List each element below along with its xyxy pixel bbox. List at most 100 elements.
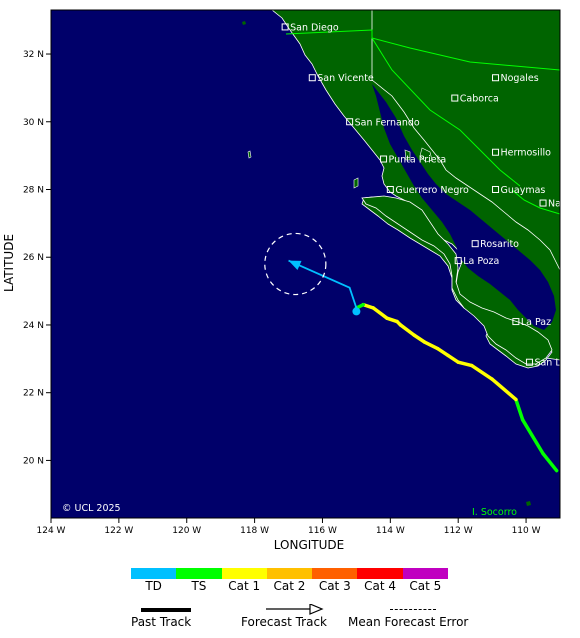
past-track bbox=[352, 302, 559, 473]
past-track-segment bbox=[456, 360, 474, 368]
forecast-arrow-icon bbox=[266, 604, 324, 615]
x-tick-label: 110 W bbox=[512, 526, 541, 536]
past-track-segment bbox=[520, 418, 545, 456]
scale-label: Cat 5 bbox=[409, 579, 442, 593]
y-tick-label: 28 N bbox=[23, 185, 44, 195]
socorro-label: I. Socorro bbox=[472, 507, 517, 518]
intensity-scale-labels: TD TS Cat 1 Cat 2 Cat 3 Cat 4 Cat 5 bbox=[131, 579, 448, 593]
city-label: Navojoa bbox=[548, 199, 580, 210]
past-track-segment bbox=[470, 363, 494, 381]
current-position-marker bbox=[352, 307, 361, 316]
y-axis-title: LATITUDE bbox=[2, 234, 16, 292]
us-mexico-border bbox=[285, 29, 560, 71]
past-track-segment bbox=[514, 397, 525, 422]
scale-label: Cat 3 bbox=[318, 579, 351, 593]
x-tick-label: 118 W bbox=[240, 526, 269, 536]
intensity-scale bbox=[131, 568, 448, 579]
city-label: San Vicente bbox=[317, 73, 374, 84]
past-track-line-icon bbox=[141, 608, 191, 612]
past-track-label: Past Track bbox=[131, 615, 192, 629]
past-track-segment bbox=[541, 451, 559, 473]
legend: TD TS Cat 1 Cat 2 Cat 3 Cat 4 Cat 5 Past Track… bbox=[0, 560, 580, 638]
forecast-track-line bbox=[288, 259, 358, 309]
city-marker bbox=[525, 358, 533, 366]
scale-label: Cat 2 bbox=[273, 579, 306, 593]
scale-swatch bbox=[221, 568, 267, 579]
scale-swatch bbox=[402, 568, 448, 579]
city-label: Hermosillo bbox=[501, 148, 552, 159]
forecast-track-label: Forecast Track bbox=[241, 615, 327, 629]
forecast-track-key: Forecast Track bbox=[241, 604, 341, 634]
plot-frame bbox=[50, 9, 561, 519]
past-track-segment bbox=[412, 333, 427, 344]
city-label: Rosarito bbox=[480, 239, 519, 250]
error-key: Mean Forecast Error bbox=[348, 606, 480, 634]
city-marker bbox=[380, 155, 388, 163]
past-track-segment bbox=[371, 306, 389, 320]
scale-label: TD bbox=[145, 579, 162, 593]
forecast-arrowhead bbox=[288, 260, 302, 271]
y-tick-label: 32 N bbox=[23, 50, 44, 60]
sonora-sinaloa-border bbox=[511, 189, 560, 215]
x-tick-label: 114 W bbox=[376, 526, 405, 536]
city-label: Punta Prieta bbox=[389, 155, 447, 166]
socorro-island bbox=[526, 501, 531, 506]
city-marker bbox=[492, 185, 500, 193]
x-tick-label: 112 W bbox=[444, 526, 473, 536]
scale-swatch bbox=[312, 568, 358, 579]
city-label: Caborca bbox=[460, 94, 499, 105]
past-track-segment bbox=[385, 316, 399, 324]
sonora-coast bbox=[371, 10, 560, 271]
past-track-segment bbox=[446, 353, 460, 364]
city-marker bbox=[539, 199, 547, 207]
past-track-key: Past Track bbox=[131, 606, 201, 634]
axes: 124 W 122 W 120 W 118 W 116 W 114 W 112 W 110 W… bbox=[23, 50, 541, 536]
scale-label: Cat 4 bbox=[364, 579, 396, 593]
city-marker bbox=[346, 118, 354, 126]
cedros-island bbox=[353, 177, 359, 189]
city-marker bbox=[308, 74, 316, 82]
mean-forecast-error-label: Mean Forecast Error bbox=[348, 615, 469, 629]
past-track-segment bbox=[490, 377, 518, 402]
city-label: San Lucas bbox=[534, 358, 580, 369]
y-tick-label: 20 N bbox=[23, 456, 44, 466]
city-marker bbox=[512, 318, 520, 326]
scale-swatch bbox=[131, 568, 177, 579]
city-marker bbox=[492, 74, 500, 82]
y-tick-label: 22 N bbox=[23, 389, 44, 399]
x-tick-label: 120 W bbox=[172, 526, 201, 536]
city-label: Guerrero Negro bbox=[395, 185, 469, 196]
y-tick-label: 30 N bbox=[23, 118, 44, 128]
dashed-line-icon bbox=[390, 609, 436, 610]
tiburon-island bbox=[419, 147, 433, 163]
scale-label: TS bbox=[191, 579, 207, 593]
city-marker bbox=[386, 185, 394, 193]
scale-swatch bbox=[266, 568, 313, 579]
scale-swatch bbox=[176, 568, 222, 579]
guadalupe-island bbox=[247, 150, 252, 159]
x-tick-label: 124 W bbox=[37, 526, 66, 536]
gulf-of-california bbox=[372, 84, 556, 330]
scale-swatch bbox=[357, 568, 403, 579]
x-axis-title: LONGITUDE bbox=[274, 538, 344, 552]
y-tick-label: 26 N bbox=[23, 253, 44, 263]
angel-island bbox=[404, 149, 411, 161]
city-label: La Paz bbox=[521, 317, 551, 328]
city-label: San Fernando bbox=[355, 117, 420, 128]
city-label: Nogales bbox=[501, 73, 539, 84]
x-tick-label: 122 W bbox=[104, 526, 133, 536]
past-track-segment bbox=[436, 346, 450, 358]
city-label: San Diego bbox=[290, 22, 339, 33]
y-tick-label: 24 N bbox=[23, 321, 44, 331]
baja-state-border bbox=[371, 37, 521, 187]
past-track-segment bbox=[398, 323, 416, 337]
past-track-segment bbox=[361, 302, 376, 310]
copyright-label: © UCL 2025 bbox=[62, 503, 121, 514]
past-track-segment bbox=[422, 340, 440, 351]
city-marker bbox=[281, 23, 289, 31]
scale-label: Cat 1 bbox=[228, 579, 261, 593]
x-tick-label: 116 W bbox=[308, 526, 337, 536]
baja-peninsula-south bbox=[361, 195, 553, 365]
